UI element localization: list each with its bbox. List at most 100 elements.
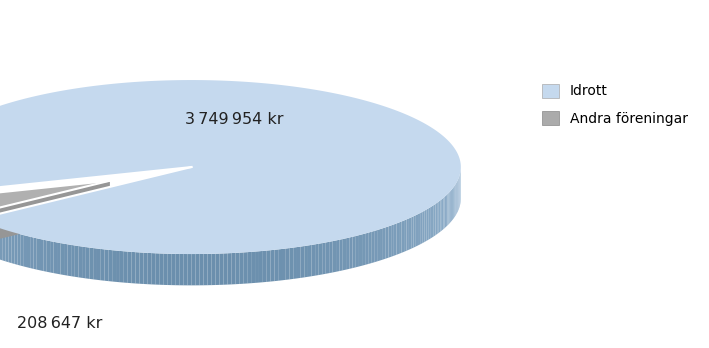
Polygon shape	[453, 187, 454, 219]
Polygon shape	[404, 220, 406, 252]
Polygon shape	[116, 251, 120, 282]
Polygon shape	[286, 248, 289, 280]
Polygon shape	[336, 240, 340, 272]
Polygon shape	[57, 243, 60, 275]
Polygon shape	[43, 240, 47, 272]
Polygon shape	[259, 251, 263, 283]
Polygon shape	[124, 251, 128, 283]
Polygon shape	[216, 254, 220, 285]
Polygon shape	[409, 218, 411, 250]
Polygon shape	[418, 213, 420, 245]
Polygon shape	[445, 196, 446, 228]
Polygon shape	[74, 245, 79, 277]
Polygon shape	[251, 252, 255, 283]
Polygon shape	[82, 246, 86, 278]
Polygon shape	[163, 254, 167, 285]
Polygon shape	[274, 250, 278, 281]
Polygon shape	[108, 250, 112, 282]
Polygon shape	[428, 207, 430, 240]
Polygon shape	[271, 250, 274, 282]
Polygon shape	[346, 238, 350, 270]
Polygon shape	[319, 243, 322, 275]
Polygon shape	[342, 238, 346, 270]
Polygon shape	[240, 252, 243, 284]
Polygon shape	[396, 222, 399, 255]
Polygon shape	[389, 226, 391, 258]
Polygon shape	[443, 197, 445, 229]
Polygon shape	[447, 193, 449, 226]
Polygon shape	[89, 247, 93, 279]
Polygon shape	[187, 254, 191, 285]
Polygon shape	[450, 190, 451, 223]
Polygon shape	[437, 201, 439, 234]
Polygon shape	[411, 216, 413, 249]
Polygon shape	[333, 240, 336, 272]
Polygon shape	[184, 254, 187, 285]
Polygon shape	[60, 243, 64, 275]
Polygon shape	[54, 242, 57, 274]
Polygon shape	[263, 251, 267, 282]
Polygon shape	[386, 227, 389, 259]
Polygon shape	[208, 254, 211, 285]
Polygon shape	[247, 252, 251, 284]
Polygon shape	[223, 253, 228, 285]
Polygon shape	[315, 244, 319, 276]
Polygon shape	[0, 181, 110, 233]
Polygon shape	[297, 247, 301, 278]
Polygon shape	[452, 188, 453, 221]
Polygon shape	[167, 254, 172, 285]
Polygon shape	[243, 252, 247, 284]
Polygon shape	[33, 237, 37, 270]
Polygon shape	[104, 250, 108, 281]
Legend: Idrott, Andra föreningar: Idrott, Andra föreningar	[542, 84, 688, 126]
Polygon shape	[93, 248, 97, 280]
Polygon shape	[18, 234, 21, 266]
Polygon shape	[196, 254, 199, 285]
Polygon shape	[220, 253, 223, 285]
Polygon shape	[79, 246, 82, 278]
Polygon shape	[439, 200, 440, 233]
Polygon shape	[325, 242, 329, 274]
Polygon shape	[172, 254, 175, 285]
Text: 3 749 954 kr: 3 749 954 kr	[185, 112, 283, 127]
Polygon shape	[211, 254, 216, 285]
Polygon shape	[282, 248, 286, 280]
Polygon shape	[27, 236, 30, 268]
Polygon shape	[440, 199, 442, 232]
Polygon shape	[430, 206, 432, 239]
Polygon shape	[203, 254, 208, 285]
Polygon shape	[451, 189, 452, 222]
Polygon shape	[340, 239, 342, 271]
Polygon shape	[350, 237, 352, 269]
Polygon shape	[362, 234, 365, 266]
Polygon shape	[383, 227, 386, 260]
Polygon shape	[289, 247, 294, 279]
Polygon shape	[304, 245, 308, 277]
Polygon shape	[11, 232, 15, 264]
Polygon shape	[112, 250, 116, 282]
Polygon shape	[235, 253, 240, 284]
Polygon shape	[67, 244, 71, 276]
Polygon shape	[359, 234, 362, 267]
Polygon shape	[199, 254, 203, 285]
Polygon shape	[160, 253, 163, 285]
Polygon shape	[255, 251, 259, 283]
Polygon shape	[101, 249, 104, 281]
Polygon shape	[50, 241, 54, 273]
Polygon shape	[401, 221, 404, 253]
Polygon shape	[267, 250, 271, 282]
Polygon shape	[426, 208, 428, 241]
Polygon shape	[40, 239, 43, 271]
Polygon shape	[0, 228, 3, 260]
Polygon shape	[420, 212, 423, 244]
Polygon shape	[391, 224, 393, 257]
Polygon shape	[356, 235, 359, 267]
Polygon shape	[9, 231, 11, 263]
Polygon shape	[47, 240, 50, 272]
Polygon shape	[294, 247, 297, 279]
Polygon shape	[424, 209, 426, 242]
Polygon shape	[64, 244, 67, 276]
Polygon shape	[120, 251, 124, 283]
Polygon shape	[132, 252, 135, 284]
Polygon shape	[442, 198, 443, 230]
